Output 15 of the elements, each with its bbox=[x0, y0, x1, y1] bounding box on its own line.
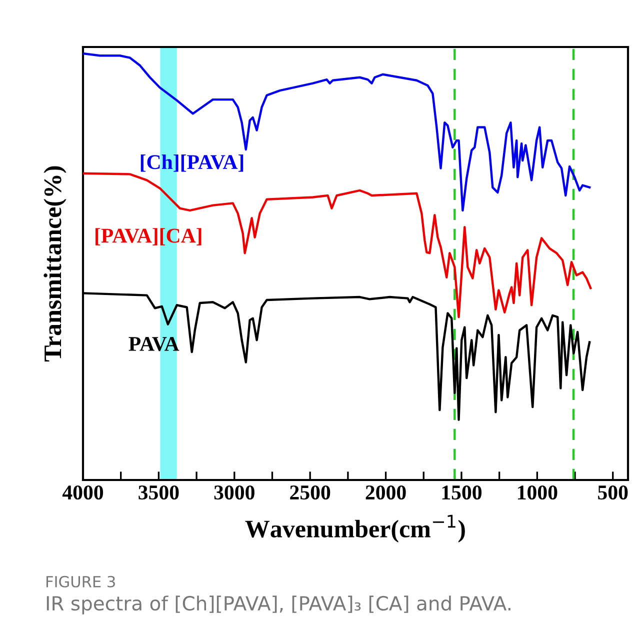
x-tick-label: 1500 bbox=[442, 485, 482, 500]
x-tick-label: 3000 bbox=[214, 485, 254, 500]
series-label: [Ch][PAVA] bbox=[140, 154, 244, 172]
x-tick-label: 3500 bbox=[138, 485, 179, 500]
x-tick-label: 2500 bbox=[290, 485, 330, 500]
y-axis-title: Transmittance(%) bbox=[44, 166, 66, 362]
series-label: PAVA bbox=[128, 337, 180, 352]
x-tick-label: 4000 bbox=[62, 485, 104, 500]
text: IR spectra of [Ch][PAVA], [PAVA]₃ [CA] and PAVA. bbox=[46, 596, 510, 614]
x-tick-label: 500 bbox=[598, 485, 628, 500]
x-tick-label: 1000 bbox=[518, 485, 558, 500]
x-tick-label: 2000 bbox=[366, 485, 406, 500]
series-label: [PAVA][CA] bbox=[96, 228, 202, 246]
caption: FIGURE 3 bbox=[46, 576, 115, 588]
x-axis-title: Wavenumber(cm$^{−1}$) bbox=[245, 514, 465, 543]
